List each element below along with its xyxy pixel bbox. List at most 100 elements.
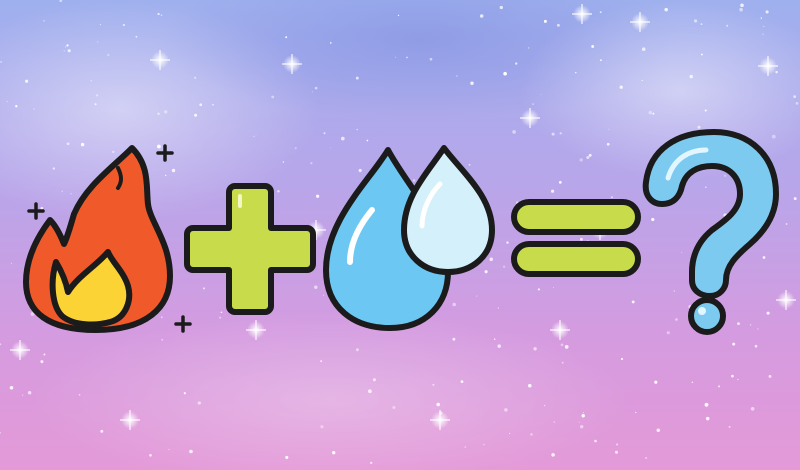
star: [0, 431, 1, 434]
star: [582, 412, 584, 414]
star: [731, 374, 734, 378]
star: [323, 132, 326, 135]
star: [737, 378, 739, 381]
star: [355, 348, 359, 352]
star: [395, 56, 397, 58]
star: [556, 23, 560, 27]
star: [310, 162, 313, 165]
star: [651, 217, 655, 222]
star: [641, 47, 646, 51]
star: [320, 360, 323, 363]
star: [760, 17, 762, 19]
star: [183, 392, 186, 395]
star: [282, 161, 285, 163]
star: [543, 19, 547, 23]
star: [189, 449, 193, 454]
star: [704, 402, 709, 407]
star: [768, 374, 772, 378]
star: [499, 5, 503, 10]
star: [406, 56, 408, 59]
star: [732, 342, 736, 346]
star: [452, 337, 456, 341]
star: [40, 360, 44, 364]
plus-icon: [184, 183, 316, 315]
star: [543, 404, 546, 407]
star: [666, 331, 670, 335]
star: [107, 53, 110, 57]
star: [648, 110, 653, 115]
star: [464, 446, 467, 448]
star: [724, 174, 727, 177]
star: [412, 179, 416, 182]
star: [615, 450, 618, 454]
star: [763, 25, 765, 28]
star: [528, 383, 532, 388]
star-twinkle: [120, 410, 140, 430]
star: [599, 59, 602, 62]
star: [0, 60, 3, 64]
star: [608, 128, 610, 130]
star: [689, 74, 693, 79]
star: [615, 443, 619, 446]
star: [560, 343, 564, 347]
star: [558, 181, 562, 184]
star: [497, 344, 501, 348]
star: [502, 265, 506, 268]
star: [551, 132, 555, 136]
star: [591, 45, 595, 48]
star: [694, 19, 698, 23]
star: [70, 193, 72, 195]
star-twinkle: [550, 320, 570, 340]
star: [586, 155, 590, 160]
star: [652, 112, 655, 115]
star: [532, 103, 534, 105]
star: [479, 14, 484, 18]
star: [775, 70, 778, 74]
star: [165, 174, 167, 177]
star: [581, 414, 585, 418]
star: [527, 47, 530, 49]
star: [619, 85, 623, 89]
star: [59, 0, 63, 3]
star: [656, 428, 661, 433]
star: [294, 147, 297, 150]
star: [785, 223, 788, 225]
star: [40, 206, 44, 210]
star: [25, 79, 29, 83]
star: [594, 439, 597, 443]
star-twinkle: [572, 4, 592, 24]
star: [750, 406, 755, 411]
star: [691, 381, 694, 384]
star: [429, 57, 433, 61]
star-twinkle: [150, 50, 170, 70]
star: [704, 109, 707, 112]
star: [366, 139, 369, 142]
star: [43, 20, 45, 22]
star: [33, 108, 35, 110]
star: [645, 457, 647, 459]
star: [112, 150, 115, 154]
star: [285, 36, 288, 39]
star: [64, 46, 67, 48]
star: [330, 147, 332, 149]
star: [700, 53, 703, 56]
star: [470, 81, 474, 85]
star: [370, 461, 373, 465]
star-twinkle: [630, 12, 650, 32]
star: [540, 93, 542, 95]
star: [460, 380, 464, 383]
star: [355, 76, 359, 80]
star: [203, 287, 205, 290]
star: [726, 24, 729, 27]
star: [199, 103, 203, 107]
star: [654, 380, 658, 384]
star: [793, 197, 797, 201]
star: [476, 295, 478, 297]
star: [728, 425, 731, 428]
star: [580, 237, 583, 241]
star-twinkle: [758, 56, 778, 76]
star: [171, 168, 176, 173]
star: [512, 130, 516, 134]
star: [315, 194, 320, 198]
star: [436, 402, 440, 407]
